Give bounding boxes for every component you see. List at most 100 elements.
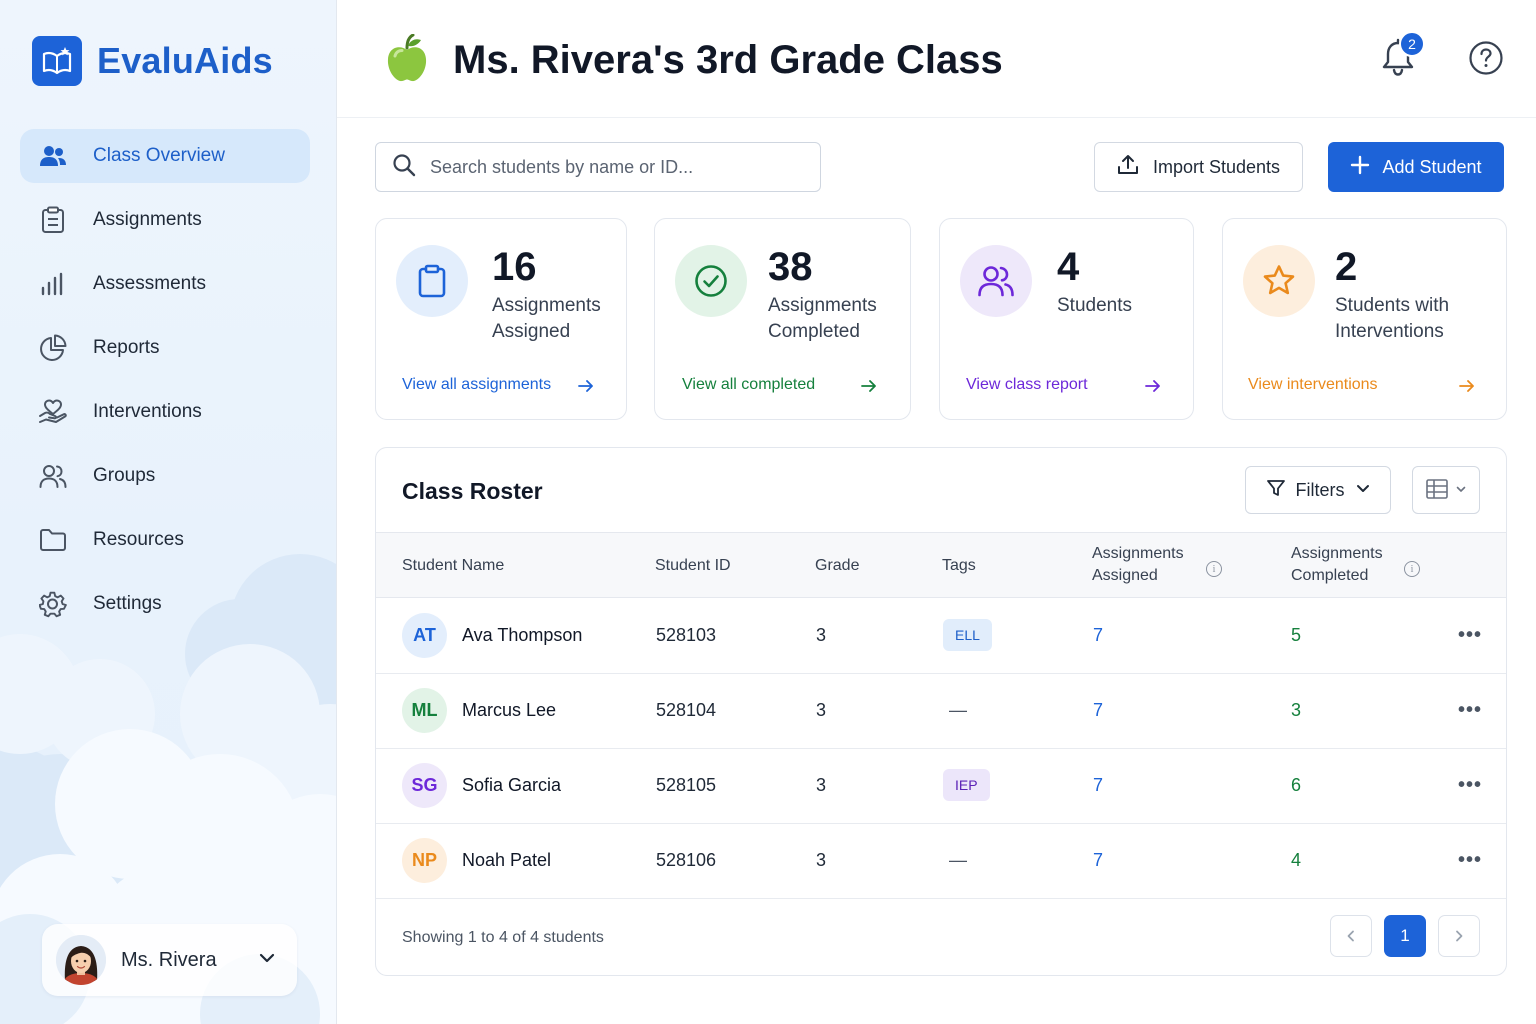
sidebar-item-label: Class Overview xyxy=(93,145,225,166)
pagination-prev-button[interactable] xyxy=(1330,915,1372,957)
heart-hand-icon xyxy=(38,397,68,427)
more-options-icon[interactable]: ••• xyxy=(1458,624,1483,646)
chevron-down-icon xyxy=(1355,480,1371,501)
page-header: Ms. Rivera's 3rd Grade Class 2 xyxy=(337,0,1536,118)
add-student-label: Add Student xyxy=(1382,156,1482,177)
sidebar-item-resources[interactable]: Resources xyxy=(20,513,310,567)
plus-icon xyxy=(1350,155,1370,180)
student-id: 528103 xyxy=(656,625,717,645)
stat-card-students: 4 Students View class report xyxy=(939,218,1194,420)
column-header-student-id[interactable]: Student ID xyxy=(655,557,731,574)
assignments-assigned-count[interactable]: 7 xyxy=(1093,625,1104,645)
column-view-button[interactable] xyxy=(1412,466,1480,514)
more-options-icon[interactable]: ••• xyxy=(1458,849,1483,871)
student-avatar: AT xyxy=(402,613,447,658)
student-id: 528105 xyxy=(656,775,717,795)
filters-button[interactable]: Filters xyxy=(1245,466,1391,514)
arrow-right-icon[interactable] xyxy=(1458,377,1476,400)
view-all-completed-link[interactable]: View all completed xyxy=(682,376,816,393)
brand-name: EvaluAids xyxy=(97,40,273,81)
group-icon xyxy=(38,461,68,491)
assignments-assigned-count[interactable]: 7 xyxy=(1093,775,1104,795)
tag-badge: ELL xyxy=(943,619,992,651)
more-options-icon[interactable]: ••• xyxy=(1458,699,1483,721)
student-name[interactable]: Noah Patel xyxy=(462,850,552,870)
tag-empty: — xyxy=(949,850,967,870)
add-student-button[interactable]: Add Student xyxy=(1328,142,1504,192)
table-row[interactable]: SG Sofia Garcia 528105 3 IEP 7 6 ••• xyxy=(376,748,1506,824)
user-profile-menu[interactable]: Ms. Rivera xyxy=(42,924,297,996)
column-header-grade[interactable]: Grade xyxy=(815,557,860,574)
view-interventions-link[interactable]: View interventions xyxy=(1248,376,1378,393)
bar-chart-icon xyxy=(38,269,68,299)
upload-icon xyxy=(1117,154,1139,181)
sidebar-nav: Class Overview Assignments Assessments R… xyxy=(20,129,310,641)
table-icon xyxy=(1425,478,1449,503)
chevron-right-icon xyxy=(1456,930,1463,942)
pagination-next-button[interactable] xyxy=(1438,915,1480,957)
table-row[interactable]: AT Ava Thompson 528103 3 ELL 7 5 ••• xyxy=(376,598,1506,674)
sidebar-item-label: Groups xyxy=(93,465,156,486)
sidebar-item-label: Reports xyxy=(93,337,160,358)
sidebar-item-assessments[interactable]: Assessments xyxy=(20,257,310,311)
more-options-icon[interactable]: ••• xyxy=(1458,774,1483,796)
sidebar-item-groups[interactable]: Groups xyxy=(20,449,310,503)
student-avatar: SG xyxy=(402,763,447,808)
assignments-completed-count[interactable]: 4 xyxy=(1291,850,1302,870)
student-grade: 3 xyxy=(816,700,827,720)
pagination-page-button[interactable]: 1 xyxy=(1384,915,1426,957)
stat-label: Students xyxy=(1057,295,1132,316)
student-grade: 3 xyxy=(816,775,827,795)
table-header: Student Name Student ID Grade Tags Assig… xyxy=(376,532,1506,598)
table-row[interactable]: ML Marcus Lee 528104 3 — 7 3 ••• xyxy=(376,673,1506,749)
arrow-right-icon[interactable] xyxy=(860,377,878,400)
assignments-completed-count[interactable]: 5 xyxy=(1291,625,1302,645)
column-header-student-name[interactable]: Student Name xyxy=(402,557,505,574)
sidebar-item-reports[interactable]: Reports xyxy=(20,321,310,375)
sidebar: EvaluAids Class Overview Assignments Ass… xyxy=(0,0,337,1024)
assignments-completed-count[interactable]: 6 xyxy=(1291,775,1302,795)
view-all-assignments-link[interactable]: View all assignments xyxy=(402,376,552,393)
student-avatar: ML xyxy=(402,688,447,733)
apple-icon xyxy=(385,33,429,89)
search-input[interactable] xyxy=(430,156,800,178)
assignments-assigned-count[interactable]: 7 xyxy=(1093,850,1104,870)
brand[interactable]: EvaluAids xyxy=(32,36,273,86)
folder-icon xyxy=(38,525,68,555)
table-row[interactable]: NP Noah Patel 528106 3 — 7 4 ••• xyxy=(376,823,1506,899)
stat-label: Assignments Completed xyxy=(768,295,877,342)
arrow-right-icon[interactable] xyxy=(1144,377,1162,400)
profile-name: Ms. Rivera xyxy=(121,948,217,971)
stat-card-assignments-assigned: 16 Assignments Assigned View all assignme… xyxy=(375,218,627,420)
student-name[interactable]: Marcus Lee xyxy=(462,700,557,720)
stat-value: 2 xyxy=(1335,245,1358,289)
sidebar-item-interventions[interactable]: Interventions xyxy=(20,385,310,439)
sidebar-item-label: Assignments xyxy=(93,209,202,230)
star-icon xyxy=(1243,245,1315,317)
roster-title: Class Roster xyxy=(402,478,543,504)
column-header-assignments-completed[interactable]: Assignments Completed xyxy=(1291,545,1383,584)
view-class-report-link[interactable]: View class report xyxy=(966,376,1088,393)
check-circle-icon xyxy=(675,245,747,317)
import-students-button[interactable]: Import Students xyxy=(1094,142,1303,192)
info-icon[interactable]: i xyxy=(1206,561,1222,577)
sidebar-item-class-overview[interactable]: Class Overview xyxy=(20,129,310,183)
student-name[interactable]: Ava Thompson xyxy=(462,625,583,645)
info-icon[interactable]: i xyxy=(1404,561,1420,577)
class-roster-panel: Class Roster Filters Student Name Studen… xyxy=(375,447,1507,976)
filters-label: Filters xyxy=(1295,479,1345,500)
assignments-completed-count[interactable]: 3 xyxy=(1291,700,1302,720)
book-star-icon xyxy=(32,36,82,86)
tag-empty: — xyxy=(949,700,967,720)
student-name[interactable]: Sofia Garcia xyxy=(462,775,562,795)
arrow-right-icon[interactable] xyxy=(577,377,595,400)
column-header-assignments-assigned[interactable]: Assignments Assigned xyxy=(1092,545,1184,584)
assignments-assigned-count[interactable]: 7 xyxy=(1093,700,1104,720)
sidebar-item-assignments[interactable]: Assignments xyxy=(20,193,310,247)
clipboard-icon xyxy=(396,245,468,317)
avatar xyxy=(56,935,106,985)
sidebar-item-label: Settings xyxy=(93,593,162,614)
help-icon[interactable] xyxy=(1468,40,1504,81)
sidebar-item-settings[interactable]: Settings xyxy=(20,577,310,631)
column-header-tags[interactable]: Tags xyxy=(942,557,976,574)
